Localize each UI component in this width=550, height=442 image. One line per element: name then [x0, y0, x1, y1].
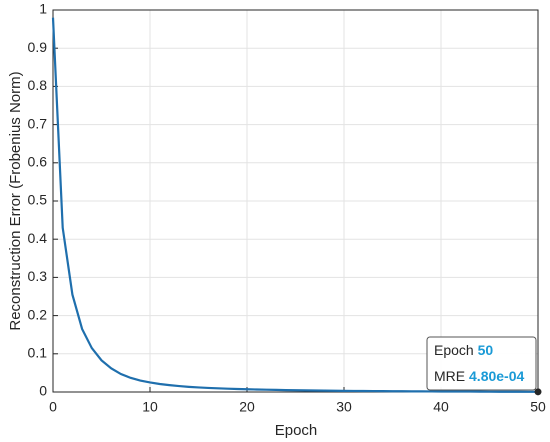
x-tick-label: 20	[239, 399, 255, 415]
datatip-line: MRE 4.80e-04	[434, 368, 524, 384]
x-tick-label: 0	[49, 399, 57, 415]
x-axis-label: Epoch	[275, 422, 318, 439]
datatip-value: 50	[478, 342, 494, 358]
x-tick-label: 10	[142, 399, 158, 415]
datatip-label: MRE	[434, 368, 465, 384]
y-tick-label: 0.3	[28, 268, 48, 284]
x-tick-label: 30	[336, 399, 352, 415]
datatip-label: Epoch	[434, 342, 474, 358]
y-tick-label: 0.1	[28, 345, 48, 361]
y-tick-label: 0.4	[28, 230, 48, 246]
y-tick-label: 0.2	[28, 306, 48, 322]
x-tick-label: 40	[433, 399, 449, 415]
axes-box	[52, 9, 539, 393]
y-axis-label: Reconstruction Error (Frobenius Norm)	[7, 71, 24, 330]
y-tick-label: 0.7	[28, 115, 48, 131]
x-tick-label: 50	[530, 399, 546, 415]
datatip-box	[426, 336, 537, 391]
y-tick-label: 1	[39, 1, 47, 17]
y-tick-label: 0.9	[28, 39, 48, 55]
datatip-value: 4.80e-04	[469, 368, 524, 384]
datatip-line: Epoch 50	[434, 342, 493, 358]
y-tick-label: 0.5	[28, 192, 48, 208]
y-tick-label: 0	[39, 383, 47, 399]
line	[51, 17, 539, 393]
y-tick-label: 0.6	[28, 154, 48, 170]
datatip-marker	[534, 388, 542, 396]
y-tick-label: 0.8	[28, 77, 48, 93]
